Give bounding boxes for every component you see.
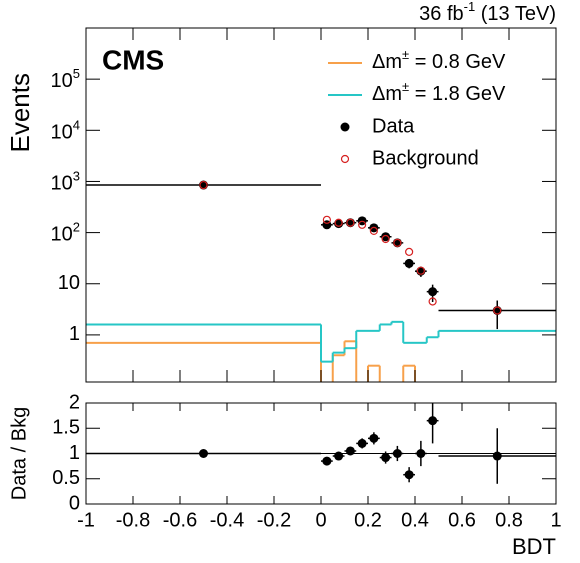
background-point <box>428 297 437 306</box>
background-point <box>334 218 343 227</box>
y-tick-label: 104 <box>51 117 80 143</box>
plot-area <box>86 403 556 484</box>
background-point <box>199 180 208 190</box>
y-tick-label: 105 <box>51 66 80 92</box>
legend-label: Data <box>372 115 415 137</box>
background-point <box>346 218 355 227</box>
data-point <box>199 449 208 458</box>
background-point <box>405 247 414 256</box>
lumi-label: 36 fb-1 (13 TeV) <box>419 0 556 25</box>
data-point <box>392 449 402 458</box>
y-tick-label: 1.5 <box>52 417 80 439</box>
y-tick-label: 1 <box>69 442 80 464</box>
data-point <box>369 433 379 443</box>
frame <box>85 27 557 383</box>
background-point <box>416 266 425 275</box>
x-tick-label: 0.4 <box>401 509 429 531</box>
background-point <box>369 226 378 235</box>
data-point <box>345 446 355 456</box>
x-tick-label: 1 <box>550 509 561 531</box>
y-axis-label: Data / Bkg <box>8 407 30 500</box>
y-tick-label: 0 <box>69 492 80 514</box>
legend-swatch <box>340 122 350 132</box>
data-point <box>416 449 426 458</box>
cms-label: CMS <box>102 44 164 75</box>
data-point <box>322 456 332 466</box>
x-tick-label: 0.6 <box>448 509 476 531</box>
x-tick-label: 0.8 <box>495 509 523 531</box>
data-point <box>357 438 367 448</box>
background-point <box>381 234 390 244</box>
data-point <box>404 258 414 268</box>
y-tick-label: 1 <box>69 323 80 345</box>
y-tick-label: 103 <box>51 168 80 194</box>
data-point <box>404 470 414 480</box>
data-point <box>428 287 438 297</box>
y-tick-label: 102 <box>51 220 80 246</box>
data-point <box>492 451 502 461</box>
x-tick-label: -1 <box>77 509 95 531</box>
x-tick-label: -0.8 <box>116 509 150 531</box>
plot-area <box>86 180 556 382</box>
background-point <box>322 215 331 224</box>
background-point <box>358 220 367 229</box>
y-tick-label: 0.5 <box>52 467 80 489</box>
legend-swatch <box>340 154 350 164</box>
x-tick-label: -0.6 <box>163 509 197 531</box>
data-point <box>381 232 391 242</box>
x-tick-label: -0.2 <box>257 509 291 531</box>
x-tick-label: -0.4 <box>210 509 244 531</box>
x-tick-label: 0.2 <box>354 509 382 531</box>
y-axis-label: Events <box>5 73 35 153</box>
background-point <box>393 238 402 247</box>
x-axis-label: BDT <box>512 534 556 559</box>
y-tick-label: 10 <box>58 272 80 294</box>
data-point <box>428 416 438 426</box>
frame <box>85 402 557 505</box>
y-tick-label: 2 <box>69 391 80 413</box>
legend-label: Δm± = 1.8 GeV <box>372 79 506 105</box>
background-point <box>493 306 502 315</box>
data-point <box>334 451 344 461</box>
legend-label: Background <box>372 147 479 169</box>
legend-label: Δm± = 0.8 GeV <box>372 47 506 73</box>
data-point <box>381 453 391 463</box>
x-tick-label: 0 <box>315 509 326 531</box>
